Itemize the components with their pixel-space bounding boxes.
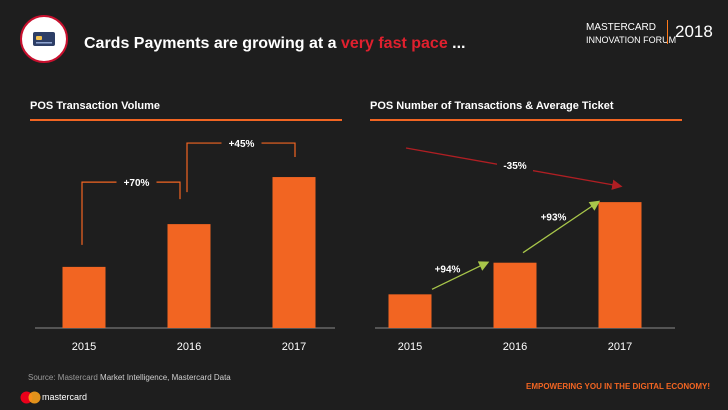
chart1-tick-label-2016: 2016 — [177, 341, 201, 353]
tagline: EMPOWERING YOU IN THE DIGITAL ECONOMY! — [525, 382, 710, 391]
chart1-annotation-45: +45% — [229, 139, 255, 150]
chart2-annotation-93: +93% — [541, 212, 567, 223]
chart1-title-rule — [30, 119, 342, 121]
brand-block: MASTERCARD INNOVATION FORUM — [586, 22, 676, 46]
title-highlight: very fast pace — [340, 35, 448, 52]
chart1-annotation-70: +70% — [124, 178, 150, 189]
chart2-arrow-94 — [431, 261, 490, 290]
chart2-title: POS Number of Transactions & Average Tic… — [370, 100, 614, 112]
chart1-tick-label-2017: 2017 — [282, 341, 306, 353]
chart1-bar-2016 — [167, 224, 211, 328]
chart2-tick-label-2015: 2015 — [398, 341, 422, 353]
chart2-bar-2017 — [598, 202, 642, 328]
mastercard-logo-text: mastercard — [42, 392, 88, 402]
brand-subtitle: INNOVATION FORUM — [586, 35, 677, 45]
chart2-tick-label-2017: 2017 — [608, 341, 632, 353]
brand-name: MASTERCARD — [586, 22, 657, 33]
brand-divider — [667, 20, 668, 44]
source-note: Source: Mastercard Market Intelligence, … — [28, 373, 231, 382]
year-label: 2018 — [675, 22, 713, 41]
chart1-bar-2017 — [272, 177, 316, 328]
source-label: Source: Mastercard — [28, 373, 98, 382]
chart2-tick-label-2016: 2016 — [503, 341, 527, 353]
mastercard-logo-icon — [20, 391, 41, 404]
chart1-bar-2015 — [62, 266, 106, 328]
title-prefix: Cards Payments are growing at a — [84, 35, 341, 52]
chart1-annotation-bg-70 — [116, 174, 157, 191]
card-icon-badge — [20, 15, 68, 63]
credit-card-icon — [33, 32, 55, 46]
chart2-bar-2016 — [493, 262, 537, 328]
source-text: Market Intelligence, Mastercard Data — [97, 373, 231, 382]
chart2-arrow-93 — [522, 200, 601, 254]
chart1-annotation-bg-45 — [221, 135, 262, 152]
title-suffix: ... — [447, 35, 466, 52]
page-title: Cards Payments are growing at a very fas… — [84, 35, 466, 53]
chart1-title: POS Transaction Volume — [30, 100, 160, 112]
chart2-title-rule — [370, 119, 682, 121]
chart2-bar-2015 — [388, 294, 432, 328]
chart2-annotation-94: +94% — [435, 265, 461, 276]
chart1-tick-label-2015: 2015 — [72, 341, 96, 353]
chart2-annotation-35: -35% — [503, 161, 526, 172]
chart2-annotation-bg-35 — [497, 157, 533, 173]
